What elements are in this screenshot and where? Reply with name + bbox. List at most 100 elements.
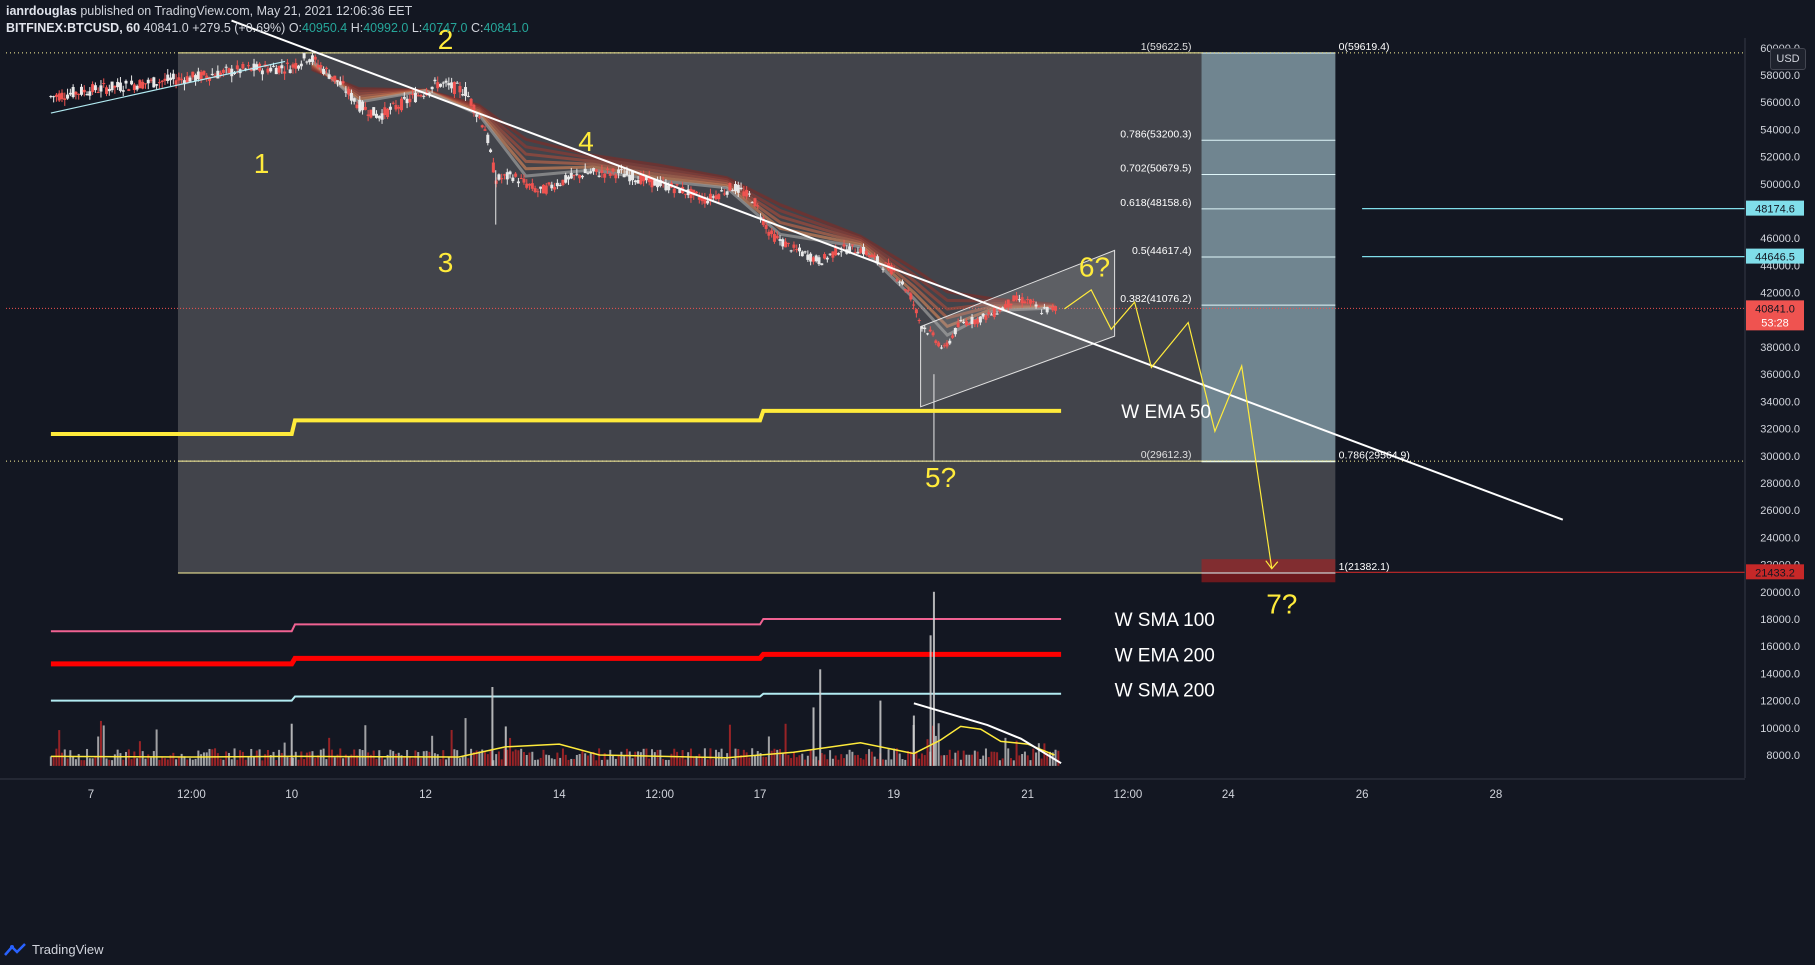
volume-bar bbox=[278, 749, 281, 766]
candle-body bbox=[96, 91, 100, 93]
candle-body bbox=[483, 129, 487, 131]
candle-body bbox=[567, 176, 571, 180]
candle-body bbox=[592, 168, 596, 172]
candle-body bbox=[697, 197, 701, 200]
candle-body bbox=[628, 174, 632, 182]
volume-bar bbox=[881, 759, 884, 766]
volume-bar bbox=[829, 750, 832, 766]
volume-bar bbox=[801, 753, 804, 766]
volume-bar bbox=[230, 759, 233, 766]
candle-body bbox=[945, 342, 949, 347]
candle-body bbox=[647, 176, 651, 183]
candle-body bbox=[241, 63, 245, 69]
volume-bar bbox=[959, 759, 962, 766]
volume-bar bbox=[342, 758, 345, 766]
volume-bar bbox=[575, 754, 578, 766]
average-label: W EMA 200 bbox=[1115, 645, 1215, 666]
volume-bar bbox=[1004, 737, 1007, 766]
candle-body bbox=[839, 251, 843, 253]
volume-bar bbox=[1015, 740, 1018, 766]
candle-body bbox=[160, 80, 164, 83]
currency-button[interactable]: USD bbox=[1770, 48, 1806, 70]
candle-body bbox=[336, 80, 340, 82]
footer-brand[interactable]: TradingView bbox=[4, 942, 104, 957]
candle-body bbox=[658, 180, 662, 186]
candle-body bbox=[1034, 304, 1038, 307]
candle-body bbox=[881, 268, 885, 270]
candle-body bbox=[472, 104, 476, 113]
weekly-average-line bbox=[50, 618, 1062, 633]
volume-bar bbox=[108, 759, 111, 766]
volume-bar bbox=[445, 759, 448, 766]
candle-body bbox=[528, 183, 532, 186]
candle-body bbox=[539, 186, 543, 189]
open-value: 40950.4 bbox=[302, 21, 348, 35]
publish-line: ianrdouglas published on TradingView.com… bbox=[6, 4, 412, 18]
volume-bar bbox=[898, 753, 901, 766]
volume-bar bbox=[893, 748, 896, 766]
candle-body bbox=[274, 67, 278, 75]
candle-body bbox=[110, 81, 114, 91]
candle-body bbox=[57, 93, 61, 101]
candle-body bbox=[889, 265, 893, 275]
author-name[interactable]: ianrdouglas bbox=[6, 4, 77, 18]
candle-body bbox=[1023, 301, 1027, 304]
candle-body bbox=[514, 173, 518, 177]
time-tick-label: 28 bbox=[1490, 789, 1503, 801]
volume-bar bbox=[286, 757, 289, 766]
volume-bar bbox=[909, 751, 912, 766]
candle-body bbox=[533, 188, 537, 193]
candle-body bbox=[447, 83, 451, 86]
candle-body bbox=[558, 184, 562, 186]
brand-name: TradingView bbox=[32, 942, 104, 957]
volume-bar bbox=[406, 749, 409, 766]
volume-bar bbox=[609, 749, 612, 766]
candle-body bbox=[427, 92, 431, 94]
candle-body bbox=[817, 257, 821, 265]
volume-bar bbox=[779, 748, 782, 766]
candle-body bbox=[500, 178, 504, 180]
volume-bar bbox=[216, 753, 219, 766]
volume-spike-bar bbox=[290, 723, 293, 766]
candle-body bbox=[352, 98, 356, 102]
candle-body bbox=[937, 342, 941, 347]
volume-bar bbox=[525, 754, 528, 766]
volume-bar bbox=[392, 751, 395, 766]
candle-body bbox=[864, 250, 868, 255]
volume-bar bbox=[495, 754, 498, 766]
candle-body bbox=[180, 78, 184, 80]
last-price: 40841.0 bbox=[143, 21, 189, 35]
volume-bar bbox=[600, 759, 603, 766]
volume-bar bbox=[920, 753, 923, 766]
candle-body bbox=[196, 71, 200, 80]
candle-body bbox=[74, 91, 78, 95]
candle-body bbox=[522, 178, 526, 183]
candle-body bbox=[272, 65, 276, 67]
candle-body bbox=[224, 66, 228, 68]
volume-bar bbox=[319, 749, 322, 766]
candle-body bbox=[130, 80, 134, 85]
volume-bar bbox=[831, 758, 834, 766]
candle-body bbox=[430, 86, 434, 90]
volume-bar bbox=[548, 755, 551, 766]
volume-bar bbox=[475, 750, 478, 766]
volume-bar bbox=[612, 755, 615, 766]
candle-body bbox=[1006, 299, 1010, 308]
candle-body bbox=[784, 241, 788, 248]
candle-body bbox=[981, 313, 985, 317]
candle-body bbox=[644, 176, 648, 181]
volume-bar bbox=[784, 723, 787, 766]
volume-bar bbox=[255, 750, 258, 766]
volume-bar bbox=[856, 754, 859, 766]
symbol-name[interactable]: BITFINEX:BTCUSD, 60 bbox=[6, 21, 141, 35]
candle-body bbox=[973, 319, 977, 325]
candle-body bbox=[978, 316, 982, 323]
volume-bar bbox=[394, 753, 397, 766]
candle-body bbox=[984, 315, 988, 320]
wave-label: 4 bbox=[578, 126, 594, 157]
candle-body bbox=[174, 80, 178, 85]
volume-bar bbox=[648, 758, 651, 766]
candle-body bbox=[1012, 295, 1016, 302]
volume-bar bbox=[895, 748, 898, 766]
